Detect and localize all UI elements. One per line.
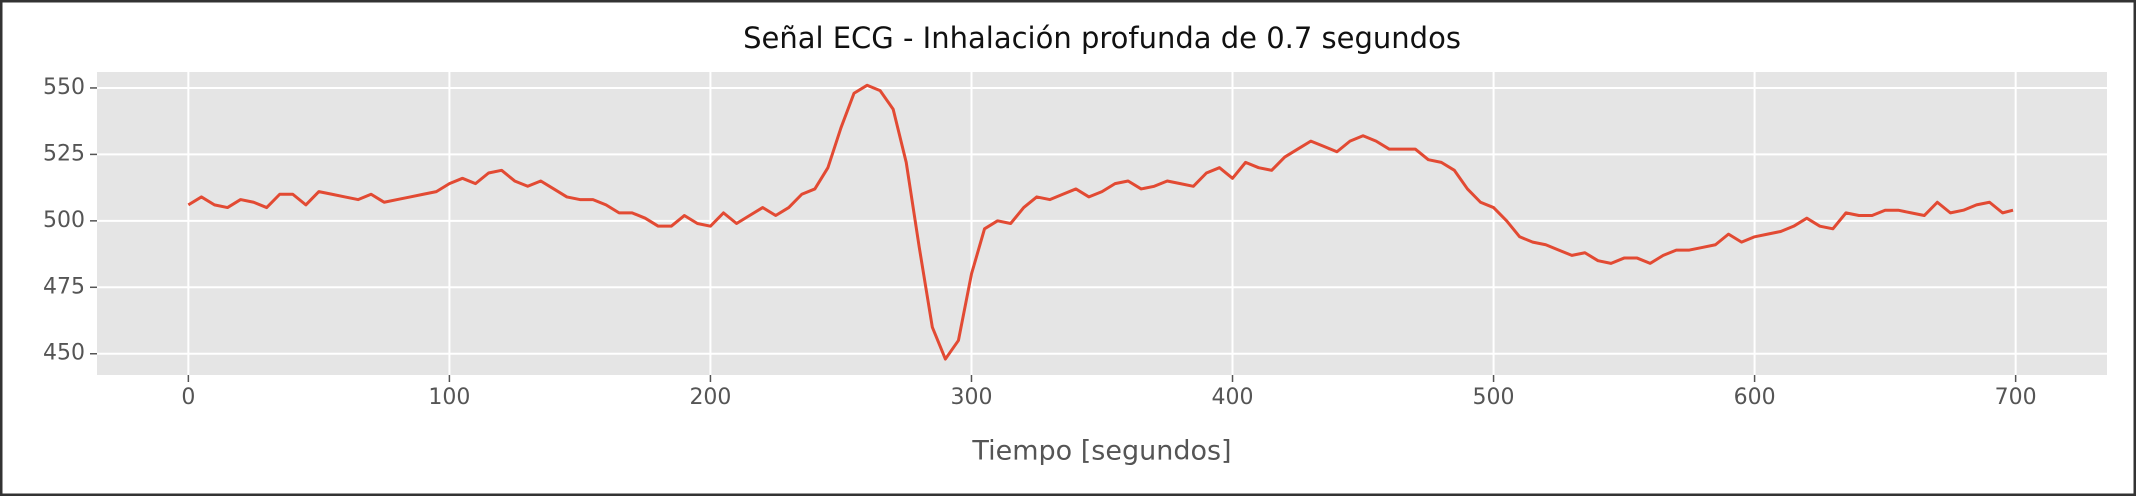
x-tick-label: 300 <box>950 385 992 410</box>
x-tick-label: 500 <box>1473 385 1515 410</box>
x-tick-label: 100 <box>428 385 470 410</box>
x-tick-label: 600 <box>1734 385 1776 410</box>
x-axis-label: Tiempo [segundos] <box>971 436 1231 467</box>
x-tick-label: 700 <box>1995 385 2037 410</box>
line-series <box>187 83 2014 361</box>
y-tick-label: 550 <box>43 75 85 100</box>
plot-area <box>97 72 2107 375</box>
x-tick-label: 400 <box>1212 385 1254 410</box>
y-tick-label: 500 <box>43 208 85 233</box>
y-tick-label: 525 <box>43 141 85 166</box>
y-tick-label: 475 <box>43 274 85 299</box>
chart-title: Señal ECG - Inhalación profunda de 0.7 s… <box>743 21 1461 55</box>
y-tick-label: 450 <box>43 341 85 366</box>
x-tick-label: 0 <box>181 385 195 410</box>
x-tick-label: 200 <box>689 385 731 410</box>
